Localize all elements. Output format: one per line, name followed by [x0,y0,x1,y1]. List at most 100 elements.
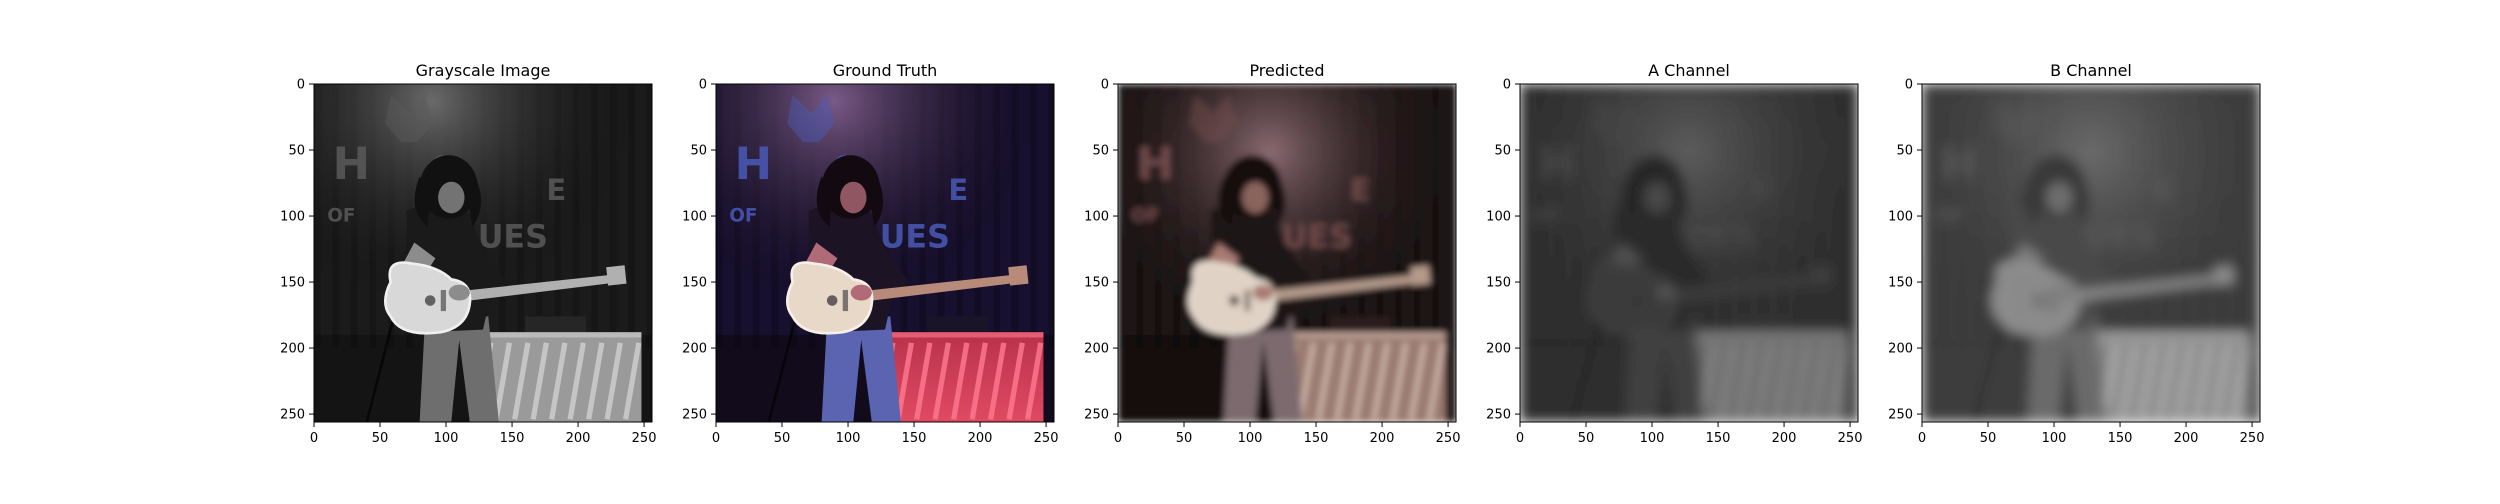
x-tick-label: 150 [1304,431,1329,446]
y-tick-label: 50 [690,144,707,159]
x-tick-label: 50 [372,431,389,446]
y-tick-label: 250 [1084,408,1109,423]
x-tick-label: 250 [1034,431,1059,446]
panel-image: HOEOFUES [716,84,1054,422]
svg-text:OF: OF [1935,205,1963,226]
y-tick-label: 100 [1084,210,1109,225]
x-tick-label: 250 [1838,431,1863,446]
svg-text:OF: OF [1131,205,1159,226]
x-tick-label: 150 [2108,431,2133,446]
panel-b-channel: B ChannelHOEOFUES05010015020025005010015… [1888,61,2264,446]
svg-text:OF: OF [729,205,757,226]
y-tick-label: 50 [1092,144,1109,159]
x-tick-label: 100 [836,431,861,446]
x-tick-label: 100 [2042,431,2067,446]
y-tick-label: 50 [1896,144,1913,159]
x-tick-label: 0 [1918,431,1926,446]
y-tick-label: 250 [280,408,305,423]
svg-text:UES: UES [1684,220,1754,256]
x-tick-label: 250 [632,431,657,446]
x-tick-label: 0 [310,431,318,446]
svg-text:H: H [332,137,370,190]
svg-text:E: E [546,173,566,207]
y-tick-label: 200 [280,342,305,357]
y-tick-label: 100 [280,210,305,225]
x-tick-label: 200 [1772,431,1797,446]
axes-frame [1921,83,2261,423]
y-tick-label: 200 [1888,342,1913,357]
y-tick-label: 100 [1486,210,1511,225]
y-tick-label: 0 [699,78,707,93]
y-tick-label: 150 [280,276,305,291]
x-tick-label: 100 [1640,431,1665,446]
x-tick-label: 250 [1436,431,1461,446]
x-tick-label: 250 [2240,431,2265,446]
axes-frame [1117,83,1457,423]
svg-text:H: H [1538,137,1576,190]
svg-text:H: H [734,137,772,190]
svg-text:E: E [1350,173,1370,207]
panel-image: HOEOFUES [1118,84,1456,422]
panel-image: HOEOFUES [314,84,652,422]
panel-predicted: PredictedHOEOFUES05010015020025005010015… [1084,61,1460,446]
x-tick-label: 200 [566,431,591,446]
y-tick-label: 100 [1888,210,1913,225]
y-tick-label: 250 [682,408,707,423]
svg-text:OF: OF [327,205,355,226]
svg-text:E: E [1752,173,1772,207]
y-tick-label: 0 [1905,78,1913,93]
x-tick-label: 0 [712,431,720,446]
y-tick-label: 0 [297,78,305,93]
panel-title: Ground Truth [833,61,938,80]
panel-image: HOEOFUES [1520,84,1858,422]
y-tick-label: 250 [1888,408,1913,423]
y-tick-label: 50 [288,144,305,159]
x-tick-label: 0 [1114,431,1122,446]
x-tick-label: 50 [1980,431,1997,446]
svg-text:H: H [1136,137,1174,190]
y-tick-label: 200 [1486,342,1511,357]
axes-frame [313,83,653,423]
x-tick-label: 50 [1176,431,1193,446]
y-tick-label: 200 [682,342,707,357]
axes-frame [715,83,1055,423]
x-tick-label: 150 [902,431,927,446]
x-tick-label: 0 [1516,431,1524,446]
x-tick-label: 200 [1370,431,1395,446]
y-tick-label: 250 [1486,408,1511,423]
y-tick-label: 150 [1486,276,1511,291]
x-tick-label: 50 [774,431,791,446]
panel-title: A Channel [1648,61,1730,80]
x-tick-label: 100 [434,431,459,446]
y-tick-label: 150 [682,276,707,291]
svg-text:E: E [2154,173,2174,207]
y-tick-label: 0 [1101,78,1109,93]
panel-ground-truth: Ground TruthHOEOFUES05010015020025005010… [682,61,1058,446]
panel-a-channel: A ChannelHOEOFUES05010015020025005010015… [1486,61,1862,446]
panel-title: Grayscale Image [416,61,551,80]
x-tick-label: 200 [968,431,993,446]
svg-text:H: H [1940,137,1978,190]
x-tick-label: 200 [2174,431,2199,446]
panel-title: Predicted [1249,61,1324,80]
y-tick-label: 150 [1084,276,1109,291]
x-tick-label: 150 [500,431,525,446]
y-tick-label: 50 [1494,144,1511,159]
svg-text:OF: OF [1533,205,1561,226]
y-tick-label: 0 [1503,78,1511,93]
panel-title: B Channel [2050,61,2132,80]
axes-frame [1519,83,1859,423]
y-tick-label: 200 [1084,342,1109,357]
svg-text:UES: UES [2086,220,2156,256]
y-tick-label: 150 [1888,276,1913,291]
x-tick-label: 150 [1706,431,1731,446]
svg-text:UES: UES [478,220,548,256]
svg-text:E: E [948,173,968,207]
x-tick-label: 50 [1578,431,1595,446]
panel-image: HOEOFUES [1922,84,2260,422]
x-tick-label: 100 [1238,431,1263,446]
svg-text:UES: UES [1282,220,1352,256]
svg-text:UES: UES [880,220,950,256]
